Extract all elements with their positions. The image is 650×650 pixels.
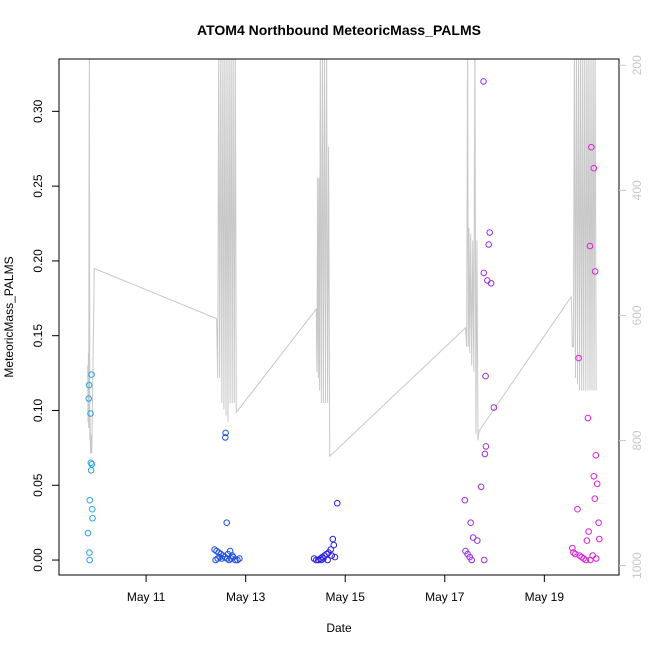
y-tick-label-4: 0.20 — [31, 249, 45, 273]
right-tick-label-3: 800 — [630, 430, 644, 450]
data-point-4-4 — [575, 354, 582, 362]
right-tick-label-1: 400 — [630, 180, 644, 200]
data-point-4-1 — [590, 164, 598, 172]
data-point-3-7 — [490, 404, 498, 411]
x-axis-label: Date — [326, 621, 352, 635]
y-axis-left: 0.00 0.05 0.10 0.15 0.20 0.25 0.30 — [31, 99, 59, 572]
y-tick-label-0: 0.00 — [31, 548, 45, 572]
data-point-3-4 — [484, 277, 491, 284]
data-point-4-7 — [590, 473, 598, 480]
pressure-trace-line — [87, 59, 597, 458]
data-point-2-11 — [310, 555, 318, 562]
data-point-4-9 — [591, 495, 599, 503]
scatter-points-layer — [84, 78, 603, 564]
data-point-4-10 — [574, 505, 581, 513]
data-point-1-13 — [232, 556, 239, 564]
x-tick-label-3: May 17 — [425, 590, 465, 604]
data-point-2-1 — [329, 535, 337, 543]
data-point-4-0 — [588, 143, 595, 151]
data-point-0-8 — [88, 505, 96, 513]
plot-frame — [58, 58, 620, 576]
data-point-0-0 — [85, 381, 93, 389]
data-point-0-5 — [88, 461, 96, 468]
data-point-4-2 — [586, 242, 594, 250]
data-point-4-14 — [583, 537, 591, 544]
y-tick-label-3: 0.15 — [31, 324, 45, 348]
data-point-0-10 — [84, 529, 92, 537]
data-point-3-0 — [480, 78, 487, 85]
data-point-2-16 — [318, 556, 325, 564]
data-point-2-8 — [317, 555, 324, 562]
data-point-1-1 — [222, 434, 229, 441]
y-tick-label-6: 0.30 — [31, 99, 45, 123]
right-tick-label-0: 200 — [630, 55, 644, 75]
data-point-4-12 — [585, 528, 592, 535]
data-point-3-14 — [474, 537, 481, 544]
x-tick-label-2: May 15 — [326, 590, 366, 604]
data-point-2-13 — [324, 556, 331, 564]
y-axis-right: 200 400 600 800 1000 — [619, 55, 644, 579]
x-tick-label-4: May 19 — [525, 590, 565, 604]
data-point-3-19 — [480, 556, 488, 564]
data-point-4-6 — [592, 452, 600, 459]
right-tick-label-4: 1000 — [630, 552, 644, 579]
data-point-4-24 — [592, 555, 600, 562]
data-point-4-21 — [582, 556, 590, 564]
data-point-3-11 — [461, 496, 469, 504]
data-point-1-22 — [214, 555, 221, 562]
data-point-0-11 — [86, 549, 93, 556]
data-point-2-14 — [320, 555, 327, 562]
data-point-3-2 — [485, 241, 493, 248]
y-tick-label-2: 0.10 — [31, 398, 45, 422]
pressure-trace-layer — [87, 59, 597, 458]
data-point-2-12 — [331, 553, 339, 561]
data-point-1-0 — [222, 429, 229, 437]
data-point-0-2 — [88, 371, 95, 378]
data-point-4-11 — [595, 519, 602, 527]
data-point-4-16 — [570, 549, 577, 556]
x-tick-label-0: May 11 — [127, 590, 166, 604]
data-point-3-3 — [480, 269, 488, 277]
data-point-0-3 — [87, 410, 94, 417]
data-point-4-8 — [593, 480, 601, 488]
data-point-3-18 — [468, 556, 476, 564]
y-tick-label-1: 0.05 — [31, 473, 45, 497]
data-point-1-19 — [228, 552, 236, 559]
data-point-0-7 — [86, 496, 94, 504]
x-tick-label-1: May 13 — [226, 590, 266, 604]
data-point-4-3 — [591, 268, 599, 275]
right-tick-label-2: 600 — [630, 305, 644, 325]
data-point-2-15 — [328, 552, 336, 559]
x-axis: May 11 May 13 May 15 May 17 May 19 — [127, 575, 564, 604]
data-point-4-17 — [572, 550, 579, 558]
data-point-3-9 — [481, 450, 489, 458]
data-point-3-10 — [477, 483, 485, 491]
data-point-1-14 — [234, 556, 241, 564]
data-point-3-5 — [487, 280, 495, 287]
data-point-2-2 — [330, 541, 338, 549]
data-point-4-5 — [584, 414, 592, 422]
data-point-2-0 — [334, 499, 341, 507]
y-axis-label: MeteoricMass_PALMS — [2, 256, 16, 377]
data-point-0-12 — [86, 556, 93, 564]
chart-title: ATOM4 Northbound MeteoricMass_PALMS — [197, 22, 481, 38]
data-point-3-6 — [482, 372, 489, 380]
data-point-3-13 — [469, 534, 477, 541]
data-point-4-13 — [596, 535, 603, 543]
data-point-3-1 — [486, 229, 494, 236]
data-point-3-12 — [467, 519, 475, 527]
data-point-0-6 — [87, 467, 95, 474]
data-point-0-9 — [89, 514, 96, 522]
data-point-3-8 — [482, 443, 490, 450]
data-point-4-15 — [569, 544, 576, 552]
data-point-1-2 — [223, 519, 230, 527]
data-point-0-4 — [87, 459, 95, 467]
data-point-0-1 — [85, 395, 92, 402]
data-point-1-15 — [236, 555, 243, 562]
y-tick-label-5: 0.25 — [31, 174, 45, 198]
